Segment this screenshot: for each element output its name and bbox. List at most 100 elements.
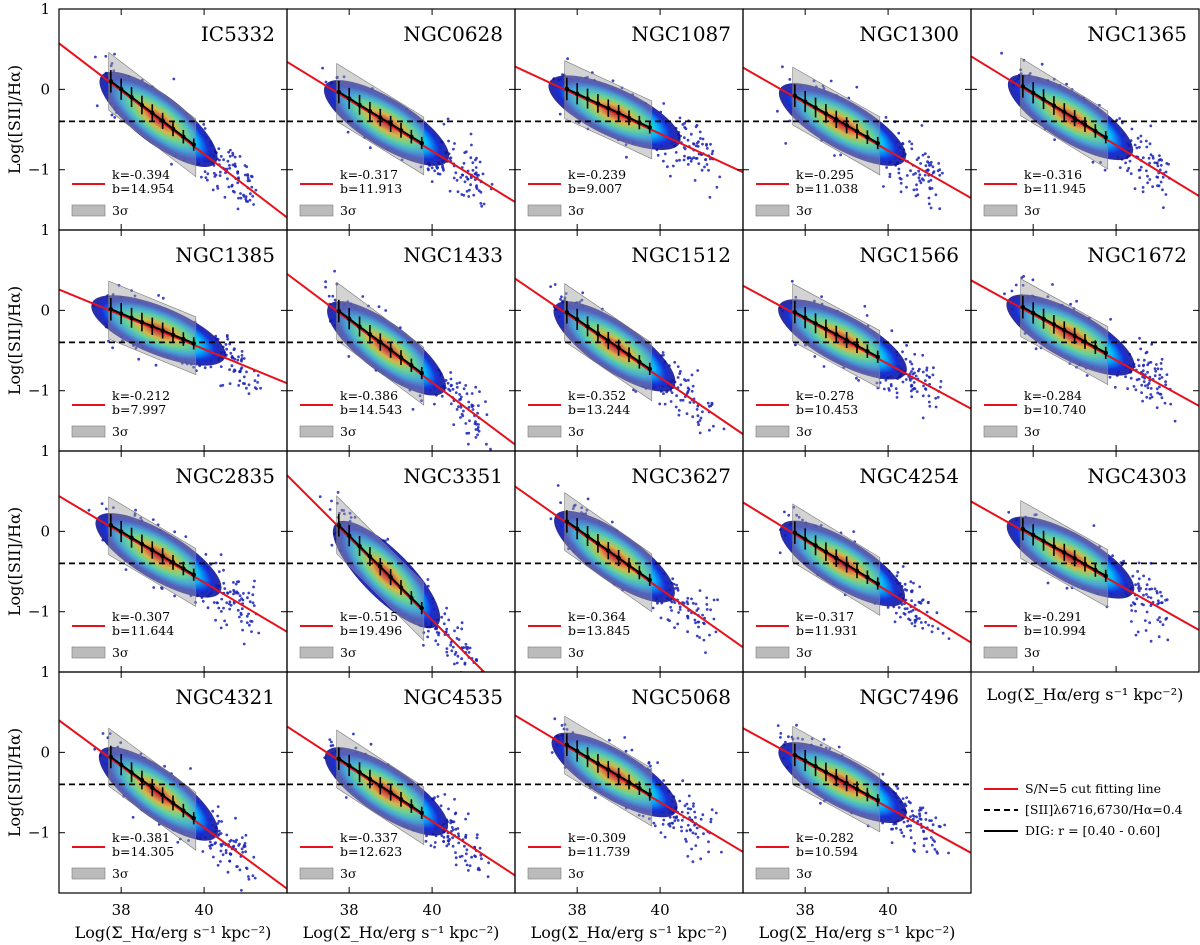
scatter-point [666, 165, 669, 169]
scatter-point [228, 368, 232, 371]
dig-median-point [792, 93, 798, 98]
scatter-point [484, 400, 487, 403]
scatter-point [240, 366, 244, 369]
scatter-point [1135, 597, 1139, 601]
scatter-point [1135, 378, 1139, 382]
scatter-point [245, 370, 248, 374]
scatter-point [656, 153, 660, 157]
dig-median-point [181, 336, 186, 342]
legend-b-value: b=13.244 [568, 402, 630, 417]
dig-median-profile [564, 301, 652, 375]
scatter-point [934, 193, 938, 197]
scatter-point [217, 819, 221, 823]
scatter-point [256, 374, 260, 377]
scatter-point [210, 843, 213, 847]
scatter-point [476, 426, 480, 429]
scatter-point [113, 116, 117, 119]
dig-median-point [346, 96, 352, 101]
scatter-point [230, 364, 234, 368]
scatter-point [685, 412, 689, 415]
scatter-point [333, 298, 337, 302]
scatter-point [1155, 406, 1159, 409]
y-tick-label: 0 [40, 743, 50, 761]
scatter-point [580, 506, 584, 510]
scatter-point [1111, 554, 1114, 558]
dig-median-point [802, 99, 808, 104]
scatter-point [200, 175, 203, 179]
dig-median-point [606, 548, 611, 553]
scatter-point [1138, 176, 1142, 180]
scatter-point [1134, 609, 1137, 613]
scatter-point [472, 193, 476, 197]
scatter-point [236, 207, 240, 211]
scatter-point [910, 362, 914, 366]
scatter-point [686, 163, 690, 166]
scatter-point [863, 304, 867, 308]
scatter-point [253, 579, 256, 583]
scatter-point [685, 600, 689, 604]
scatter-point [1147, 156, 1151, 160]
scatter-point [904, 357, 908, 361]
dig-median-point [1030, 90, 1036, 96]
dig-median-point [129, 770, 134, 775]
scatter-point [257, 631, 261, 635]
scatter-point [237, 355, 240, 359]
scatter-point [886, 606, 890, 609]
legend-k-value: k=-0.515 [340, 609, 398, 624]
dig-median-point [191, 142, 196, 147]
panel-plot-area [743, 501, 971, 644]
scatter-point [100, 502, 104, 505]
scatter-point [913, 603, 917, 607]
scatter-point [1033, 513, 1037, 517]
legend-b-value: b=14.543 [340, 402, 402, 417]
scatter-point [925, 374, 929, 377]
scatter-point [173, 594, 177, 598]
scatter-point [1028, 72, 1032, 75]
dig-median-point [574, 526, 580, 531]
scatter-point [915, 158, 919, 162]
scatter-point [324, 280, 327, 284]
dig-median-point [129, 94, 134, 100]
dig-median-profile [564, 77, 652, 134]
scatter-point [330, 543, 334, 547]
scatter-point [453, 142, 456, 145]
scatter-point [790, 279, 794, 283]
scatter-point [232, 581, 235, 584]
panel-plot-area [287, 269, 515, 451]
scatter-point [238, 594, 242, 598]
scatter-point [812, 79, 816, 83]
scatter-point [465, 189, 469, 193]
dig-median-point [160, 793, 165, 798]
scatter-point [226, 591, 229, 595]
scatter-point [813, 299, 816, 303]
scatter-point [462, 409, 465, 413]
dig-median-point [865, 575, 870, 580]
scatter-point [211, 809, 215, 813]
scatter-point [451, 828, 455, 832]
scatter-point [1053, 138, 1056, 142]
legend-band-label: 3σ [796, 645, 813, 660]
scatter-point [220, 610, 223, 613]
dig-median-point [1030, 310, 1036, 316]
scatter-point [947, 637, 951, 640]
scatter-point [133, 294, 137, 298]
scatter-point [245, 621, 249, 625]
scatter-point [701, 137, 705, 141]
scatter-point [888, 389, 891, 392]
scatter-point [454, 171, 458, 175]
scatter-point [479, 202, 483, 205]
scatter-point [691, 415, 695, 419]
dig-median-point [1093, 567, 1098, 573]
legend-band-swatch [527, 425, 562, 438]
scatter-point [470, 143, 473, 147]
scatter-point [386, 537, 390, 541]
dig-median-point [108, 523, 114, 528]
scatter-point [217, 570, 221, 573]
scatter-point [689, 132, 693, 136]
scatter-point [476, 433, 479, 437]
scatter-point [445, 606, 448, 610]
scatter-point [1097, 103, 1101, 107]
scatter-point [675, 159, 679, 163]
dig-median-point [626, 563, 632, 568]
